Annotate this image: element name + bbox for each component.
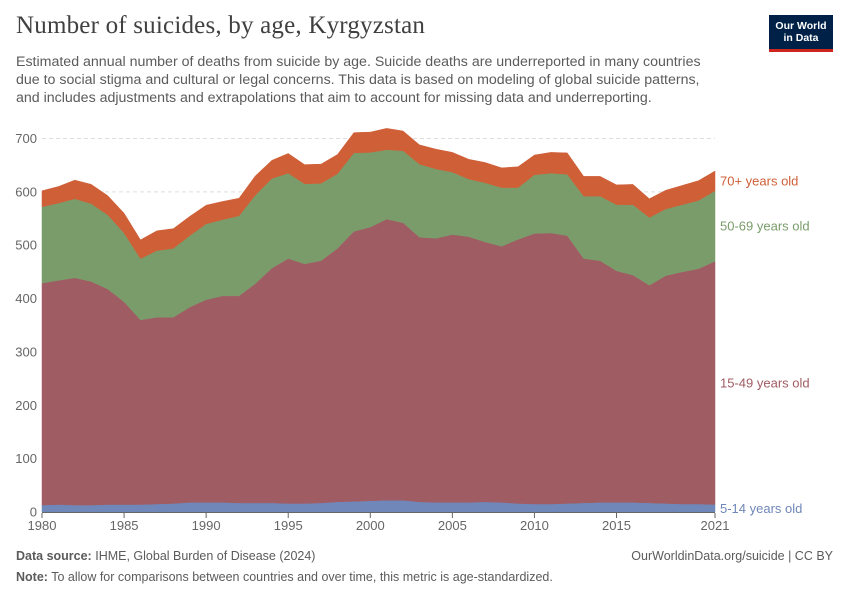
credit-link[interactable]: OurWorldinData.org/suicide | CC BY xyxy=(631,549,833,563)
x-tick-label: 2021 xyxy=(701,518,730,533)
area-series-4 xyxy=(41,128,716,259)
data-source: Data source: IHME, Global Burden of Dise… xyxy=(16,549,315,563)
owid-logo[interactable]: Our World in Data xyxy=(769,15,833,52)
note-label: Note: xyxy=(16,570,48,584)
y-tick-label: 600 xyxy=(15,184,37,199)
y-tick-label: 200 xyxy=(15,398,37,413)
y-tick-label: 300 xyxy=(15,344,37,359)
data-source-link[interactable]: IHME, Global Burden of Disease (2024) xyxy=(95,549,316,563)
y-tick-label: 700 xyxy=(15,131,37,146)
x-tick-label: 2000 xyxy=(356,518,385,533)
x-tick-label: 2015 xyxy=(602,518,631,533)
logo-line-2: in Data xyxy=(783,32,819,44)
x-tick-label: 1985 xyxy=(110,518,139,533)
area-layer xyxy=(41,128,716,513)
y-tick-label: 100 xyxy=(15,451,37,466)
y-tick-label: 0 xyxy=(30,505,37,520)
y-tick-label: 400 xyxy=(15,291,37,306)
chart-subtitle: Estimated annual number of deaths from s… xyxy=(16,54,701,106)
x-tick-label: 1980 xyxy=(28,518,57,533)
data-source-label: Data source: xyxy=(16,549,92,563)
x-tick-label: 2005 xyxy=(438,518,467,533)
x-tick-label: 2010 xyxy=(520,518,549,533)
legend-label-3: 50-69 years old xyxy=(720,219,810,234)
label-layer: 5-14 years old 15-49 years old 50-69 years… xyxy=(720,173,810,515)
legend-label-2: 15-49 years old xyxy=(720,375,810,390)
y-tick-label: 500 xyxy=(15,238,37,253)
chart-note: Note: To allow for comparisons between c… xyxy=(16,570,553,584)
x-tick-label: 1995 xyxy=(274,518,303,533)
legend-label-4: 70+ years old xyxy=(720,173,798,188)
axis-layer: 0 100 200 300 400 500 600 700 1980 1985 1990 1995 20… xyxy=(15,131,729,533)
x-tick-label: 1990 xyxy=(192,518,221,533)
legend-label-1: 5-14 years old xyxy=(720,501,802,516)
note-text: To allow for comparisons between countri… xyxy=(51,570,553,584)
logo-line-1: Our World xyxy=(775,20,827,32)
chart-title: Number of suicides, by age, Kyrgyzstan xyxy=(16,12,426,39)
